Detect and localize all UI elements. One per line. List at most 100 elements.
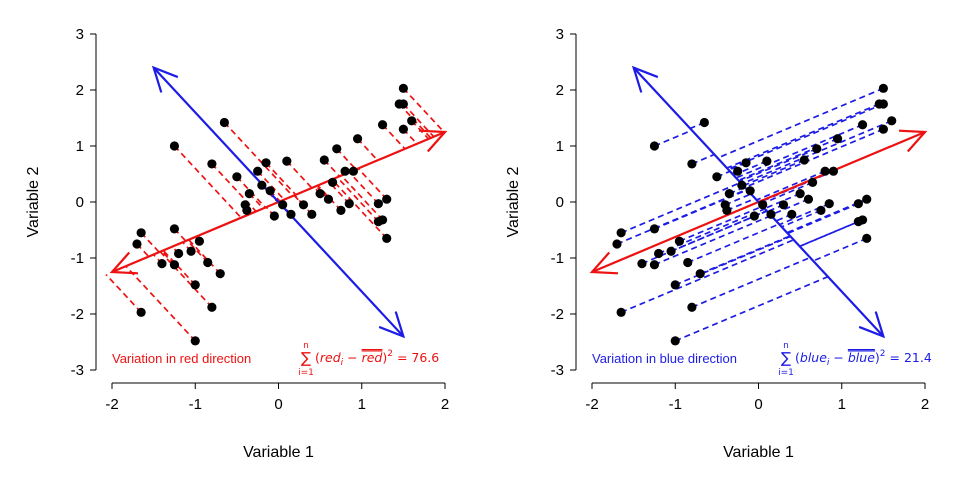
data-point <box>323 194 334 204</box>
projection-line <box>674 235 791 286</box>
y-axis-title: Variable 2 <box>505 166 522 237</box>
y-tick-label: -3 <box>71 362 84 379</box>
data-point <box>215 269 225 279</box>
data-point <box>799 155 809 165</box>
x-tick-label: -1 <box>669 396 682 413</box>
sum-upper-limit: n <box>783 341 789 351</box>
projection-line <box>674 275 829 342</box>
data-point <box>398 99 408 109</box>
data-point <box>340 166 350 176</box>
data-point <box>407 116 417 126</box>
data-point <box>670 280 680 290</box>
data-point <box>649 224 660 234</box>
y-tick-label: 0 <box>76 194 84 211</box>
sum-symbol: ∑ <box>781 349 791 367</box>
data-point <box>286 209 296 219</box>
data-point <box>699 117 709 128</box>
projection-line <box>654 129 693 147</box>
projection-line <box>620 239 794 314</box>
data-point <box>282 156 292 166</box>
red-arrowhead <box>109 251 139 275</box>
data-point <box>878 124 888 134</box>
projection-line <box>402 87 445 133</box>
data-point <box>862 233 872 243</box>
data-point <box>332 144 342 154</box>
data-point <box>649 260 660 270</box>
data-point <box>749 211 759 221</box>
data-point <box>278 200 288 210</box>
data-point <box>319 155 329 165</box>
data-point <box>695 269 705 279</box>
projection-line <box>756 170 826 201</box>
variation-caption: Variation in red direction <box>112 351 251 366</box>
data-point <box>136 307 146 317</box>
data-point <box>637 259 647 269</box>
data-point <box>336 205 346 215</box>
data-point <box>787 209 797 219</box>
data-point <box>857 120 868 130</box>
data-point <box>724 189 734 199</box>
projection-line <box>699 235 791 275</box>
projection-line <box>727 103 884 171</box>
data-point <box>649 141 660 151</box>
formula-expression: (redi − red)2 = 76.6 <box>315 349 439 368</box>
x-tick-label: -2 <box>105 396 118 413</box>
data-point <box>169 224 180 234</box>
data-point <box>298 200 309 210</box>
y-tick-label: -3 <box>551 362 564 379</box>
chart-panel-2: -3 -2 -1 0 1 2 3 -2 -1 0 1 2 Variable 1 Variable 2 Var… <box>505 26 932 461</box>
projection-line <box>779 202 830 226</box>
projection-line <box>812 237 868 262</box>
data-point <box>853 217 864 227</box>
y-tick-label: -1 <box>551 250 564 267</box>
projection-line <box>735 123 863 179</box>
x-tick-label: 0 <box>274 396 282 413</box>
y-tick-label: 1 <box>76 138 84 155</box>
projection-line <box>159 251 213 308</box>
data-point <box>232 172 242 182</box>
data-point <box>169 260 180 270</box>
projection-line <box>402 103 435 138</box>
data-point <box>687 302 697 312</box>
x-tick-label: 0 <box>754 396 762 413</box>
projection-line <box>105 273 142 313</box>
data-point <box>190 336 200 346</box>
data-point <box>878 83 888 93</box>
projection-line <box>173 145 242 219</box>
blue-arrowhead <box>631 65 659 93</box>
projection-line <box>336 148 357 171</box>
data-point <box>348 166 359 176</box>
chart-panel-1: -3 -2 -1 0 1 2 3 -2 -1 0 1 2 Variable 1 Variable 2 Var… <box>25 26 449 461</box>
data-point <box>377 120 388 130</box>
data-point <box>737 180 747 190</box>
y-axis-title: Variable 2 <box>25 166 42 237</box>
data-point <box>269 211 279 221</box>
data-point <box>862 194 872 204</box>
data-point <box>778 200 789 210</box>
data-point <box>315 189 325 199</box>
projection-line <box>348 171 380 205</box>
data-point <box>382 194 392 204</box>
red-arrowhead <box>589 251 619 275</box>
projection-line <box>356 138 379 161</box>
data-point <box>186 246 196 256</box>
projection-line <box>223 121 294 197</box>
x-axis-title: Variable 1 <box>243 444 314 461</box>
data-point <box>382 233 392 243</box>
data-point <box>616 307 626 317</box>
projection-line <box>188 239 221 275</box>
data-point <box>169 141 180 151</box>
data-point <box>265 186 275 196</box>
data-point <box>398 124 408 134</box>
sum-lower-limit: i=1 <box>778 368 794 378</box>
data-point <box>136 228 146 238</box>
y-tick-label: -2 <box>551 306 564 323</box>
x-tick-label: -2 <box>585 396 598 413</box>
x-tick-label: -1 <box>189 396 202 413</box>
data-point <box>174 248 184 259</box>
data-point <box>687 159 697 169</box>
data-point <box>816 205 826 215</box>
data-point <box>666 246 676 256</box>
data-point <box>853 199 864 209</box>
data-point <box>194 236 205 246</box>
